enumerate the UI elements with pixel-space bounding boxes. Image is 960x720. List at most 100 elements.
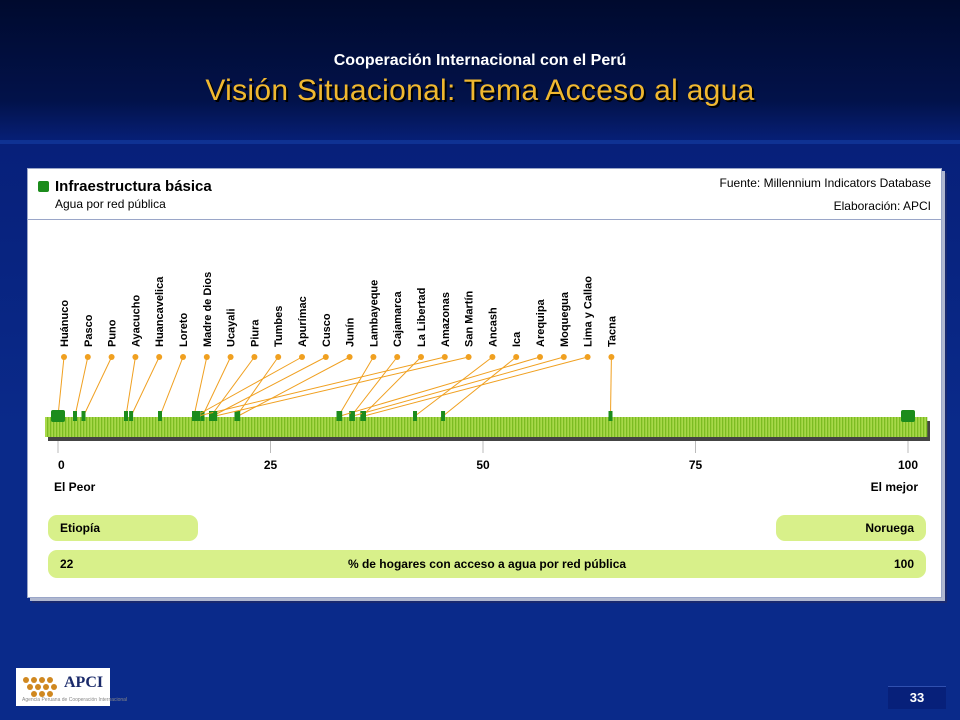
leader-line bbox=[210, 356, 255, 417]
track-stripe bbox=[428, 417, 430, 437]
region-label: Huancavelica bbox=[154, 276, 166, 347]
region-marker bbox=[81, 411, 86, 421]
track-stripe bbox=[275, 417, 277, 437]
track-stripe bbox=[338, 417, 340, 437]
track-stripe bbox=[626, 417, 628, 437]
region-label: Madre de Dios bbox=[202, 272, 214, 347]
region-label: Puno bbox=[107, 319, 119, 347]
track-stripe bbox=[755, 417, 757, 437]
track-stripe bbox=[113, 417, 115, 437]
track-stripe bbox=[353, 417, 355, 437]
leader-line bbox=[610, 356, 612, 417]
track-stripe bbox=[365, 417, 367, 437]
track-stripe bbox=[623, 417, 625, 437]
track-stripe bbox=[563, 417, 565, 437]
track-stripe bbox=[281, 417, 283, 437]
track-stripe bbox=[515, 417, 517, 437]
min-value-label: 22 bbox=[60, 557, 74, 571]
track-stripe bbox=[845, 417, 847, 437]
track-stripe bbox=[398, 417, 400, 437]
track-stripe bbox=[212, 417, 214, 437]
label-dot bbox=[275, 354, 282, 360]
track-stripe bbox=[494, 417, 496, 437]
track-stripe bbox=[656, 417, 658, 437]
track-stripe bbox=[422, 417, 424, 437]
track-stripe bbox=[344, 417, 346, 437]
track-stripe bbox=[185, 417, 187, 437]
track-stripe bbox=[470, 417, 472, 437]
leader-line bbox=[352, 356, 564, 417]
track-stripe bbox=[221, 417, 223, 437]
track-stripe bbox=[713, 417, 715, 437]
track-stripe bbox=[710, 417, 712, 437]
track-stripe bbox=[47, 417, 49, 437]
track-stripe bbox=[320, 417, 322, 437]
track-stripe bbox=[326, 417, 328, 437]
track-stripe bbox=[668, 417, 670, 437]
track-stripe bbox=[911, 417, 913, 437]
track-stripe bbox=[308, 417, 310, 437]
track-stripe bbox=[197, 417, 199, 437]
track-stripe bbox=[572, 417, 574, 437]
track-stripe bbox=[536, 417, 538, 437]
track-stripe bbox=[356, 417, 358, 437]
track-stripe bbox=[602, 417, 604, 437]
track-stripe bbox=[839, 417, 841, 437]
region-marker bbox=[193, 411, 198, 421]
track-stripe bbox=[443, 417, 445, 437]
worst-country-label: Etiopía bbox=[60, 521, 101, 535]
track-stripe bbox=[413, 417, 415, 437]
track-stripe bbox=[89, 417, 91, 437]
track-stripe bbox=[665, 417, 667, 437]
region-label: Ica bbox=[511, 331, 523, 347]
label-dot bbox=[441, 354, 448, 360]
track-stripe bbox=[287, 417, 289, 437]
track-stripe bbox=[260, 417, 262, 437]
track-stripe bbox=[233, 417, 235, 437]
track-stripe bbox=[92, 417, 94, 437]
track-stripe bbox=[230, 417, 232, 437]
track-stripe bbox=[551, 417, 553, 437]
track-stripe bbox=[80, 417, 82, 437]
track-stripe bbox=[479, 417, 481, 437]
track-stripe bbox=[812, 417, 814, 437]
track-stripe bbox=[890, 417, 892, 437]
track-stripe bbox=[98, 417, 100, 437]
region-label: Lima y Callao bbox=[583, 276, 595, 347]
tick-label: 50 bbox=[476, 458, 490, 472]
track-stripe bbox=[506, 417, 508, 437]
track-stripe bbox=[527, 417, 529, 437]
region-marker bbox=[73, 411, 77, 421]
region-label: Pasco bbox=[83, 314, 95, 347]
region-label: Huánuco bbox=[59, 300, 71, 347]
track-stripe bbox=[923, 417, 925, 437]
track-stripe bbox=[68, 417, 70, 437]
track-stripe bbox=[785, 417, 787, 437]
track-stripe bbox=[881, 417, 883, 437]
track-stripe bbox=[248, 417, 250, 437]
panel-subtitle: Agua por red pública bbox=[55, 197, 166, 211]
track-stripe bbox=[539, 417, 541, 437]
track-stripe bbox=[545, 417, 547, 437]
endpoint-marker bbox=[901, 410, 915, 422]
region-label: Arequipa bbox=[535, 298, 547, 347]
track-stripe bbox=[542, 417, 544, 437]
track-stripe bbox=[707, 417, 709, 437]
track-stripe bbox=[140, 417, 142, 437]
track-stripe bbox=[332, 417, 334, 437]
region-label: Tumbes bbox=[273, 306, 285, 347]
slide-title: Visión Situacional: Tema Acceso al agua bbox=[205, 74, 755, 107]
track-stripe bbox=[689, 417, 691, 437]
track-stripe bbox=[644, 417, 646, 437]
track-stripe bbox=[851, 417, 853, 437]
region-marker bbox=[124, 411, 128, 421]
label-dot bbox=[370, 354, 377, 360]
region-label: Loreto bbox=[178, 313, 190, 348]
track-stripe bbox=[902, 417, 904, 437]
track-stripe bbox=[458, 417, 460, 437]
track-stripe bbox=[803, 417, 805, 437]
track-stripe bbox=[296, 417, 298, 437]
track-stripe bbox=[137, 417, 139, 437]
track-stripe bbox=[125, 417, 127, 437]
track-stripe bbox=[530, 417, 532, 437]
